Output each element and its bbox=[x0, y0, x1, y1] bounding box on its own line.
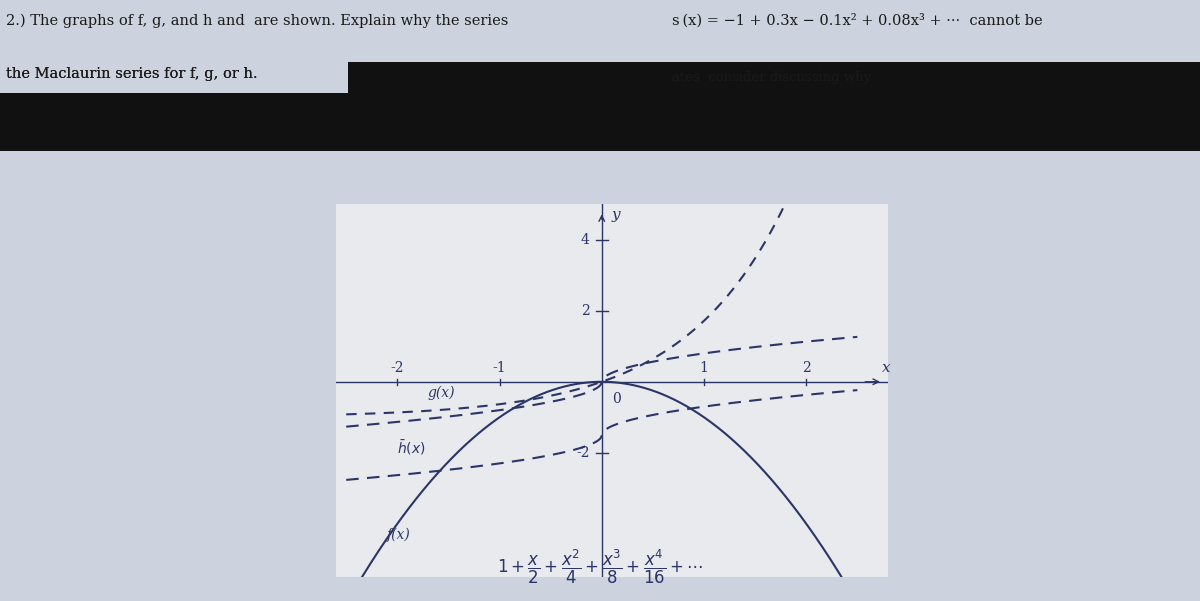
Text: -2: -2 bbox=[576, 446, 589, 460]
Text: 4: 4 bbox=[581, 233, 589, 247]
Text: 2: 2 bbox=[581, 304, 589, 318]
Text: f(x): f(x) bbox=[388, 527, 410, 542]
Text: -2: -2 bbox=[390, 361, 404, 376]
Text: ates  consider discussing why: ates consider discussing why bbox=[672, 71, 871, 84]
Bar bbox=[348, 63, 1200, 93]
Text: $\bar{h}(x)$: $\bar{h}(x)$ bbox=[397, 438, 426, 457]
Text: g(x): g(x) bbox=[428, 386, 456, 400]
Text: the Maclaurin series for f, g, or h.: the Maclaurin series for f, g, or h. bbox=[6, 67, 258, 81]
Bar bbox=[0, 93, 1200, 151]
Text: y: y bbox=[612, 208, 620, 222]
Text: $1 + \dfrac{x}{2} + \dfrac{x^2}{4} + \dfrac{x^3}{8} + \dfrac{x^4}{16} + \cdots$: $1 + \dfrac{x}{2} + \dfrac{x^2}{4} + \df… bbox=[497, 548, 703, 586]
Text: 0: 0 bbox=[612, 392, 620, 406]
Text: 2.) The graphs of f, g, and h and  are shown. Explain why the series: 2.) The graphs of f, g, and h and are sh… bbox=[6, 13, 509, 28]
Text: 1: 1 bbox=[700, 361, 708, 376]
Text: -1: -1 bbox=[493, 361, 506, 376]
Text: the Maclaurin series for f, g, or h.: the Maclaurin series for f, g, or h. bbox=[6, 67, 258, 81]
Text: x: x bbox=[882, 361, 890, 374]
Text: 2: 2 bbox=[802, 361, 810, 376]
Text: s (x) = −1 + 0.3x − 0.1x² + 0.08x³ + ···  cannot be: s (x) = −1 + 0.3x − 0.1x² + 0.08x³ + ···… bbox=[672, 13, 1043, 28]
